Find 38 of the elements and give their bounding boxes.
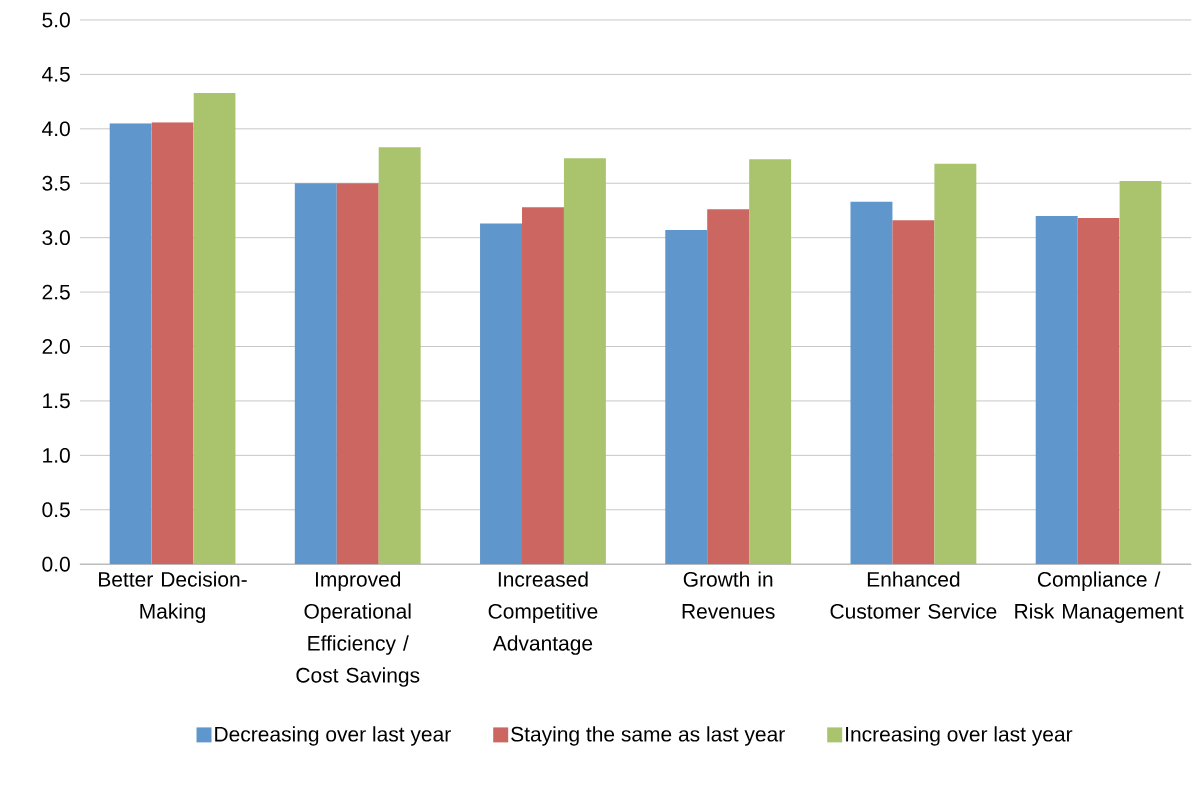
bar [1077,218,1120,565]
bar [336,183,379,565]
x-tick-label: Enhanced Customer Service [830,571,997,619]
legend-label: Staying the same as last year [511,726,785,746]
y-tick-label: 2.0 [42,339,70,354]
y-tick-label: 1.0 [43,447,70,463]
bar [109,123,152,565]
bar [378,147,421,565]
y-tick-label: 0.0 [42,556,70,572]
legend-label: Decreasing over last year [215,726,451,746]
bar [294,183,337,565]
y-tick-label: 0.5 [42,502,70,518]
bar [193,92,236,565]
y-tick-label: 3.0 [42,230,70,246]
bar [1119,181,1162,565]
bar [892,220,935,565]
bar [151,122,194,565]
y-tick-label: 4.0 [42,121,70,137]
y-tick-label: 2.5 [42,284,70,300]
bar [521,207,564,565]
bar [850,201,893,565]
x-tick-label: Compliance / Risk Management [1015,571,1184,623]
y-tick-label: 1.5 [43,393,70,409]
bar [934,163,977,565]
bar [665,230,708,565]
bar [563,158,606,565]
x-tick-label: Growth in Revenues [682,571,775,619]
x-tick-label: Increased Competitive Advantage [488,571,598,655]
legend-label: Increasing over last year [846,726,1073,746]
x-tick-label: Better Decision-Making [99,571,247,623]
bar [1035,215,1078,565]
y-tick-label: 3.5 [42,175,70,191]
bar [707,209,750,565]
y-tick-label: 4.5 [42,67,70,82]
bar [749,159,792,565]
x-tick-label: Improved Operational Efficiency / Cost Savings [296,571,420,687]
bar [480,223,522,565]
y-tick-label: 5.0 [42,12,70,28]
